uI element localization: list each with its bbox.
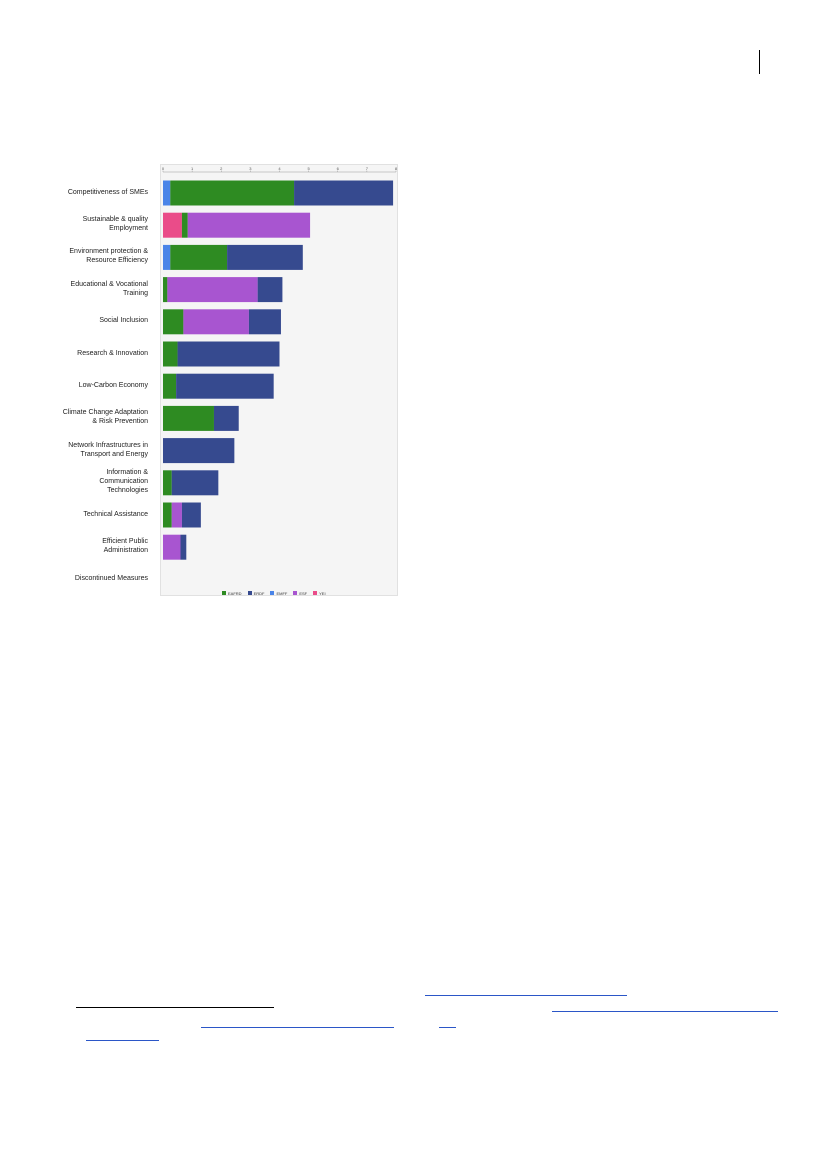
bar-emff [163, 244, 171, 270]
category-label: Efficient Public Administration [102, 538, 148, 555]
bar-emff [163, 180, 171, 206]
category-label: Low-Carbon Economy [78, 381, 148, 389]
legend-item: ESF [293, 591, 307, 596]
bar-erdf [180, 534, 187, 560]
legend-label: YEI [319, 590, 326, 596]
page-header-mark [759, 50, 760, 74]
bar-esf [171, 502, 182, 528]
category-label: Network Infrastructures in Transport and… [68, 441, 148, 458]
category-label: Competitiveness of SMEs [67, 188, 148, 196]
footnote-link[interactable] [552, 1011, 778, 1012]
category-label: Social Inclusion [99, 317, 148, 325]
legend-item: ERDF [247, 590, 265, 596]
bar-eafrd [163, 341, 178, 367]
bar-eafrd [163, 405, 214, 431]
bar-esf [183, 309, 249, 335]
bar-eafrd [170, 244, 228, 270]
legend-label: ERDF [253, 590, 265, 596]
bar-eafrd [181, 212, 188, 238]
bar-erdf [227, 244, 303, 270]
bar-eafrd [163, 470, 172, 496]
legend-item: EAFRD [222, 591, 242, 596]
legend-item: YEI [313, 590, 326, 596]
bar-erdf [213, 405, 239, 431]
legend-swatch [270, 591, 275, 595]
x-tick-label: 5 [308, 166, 311, 171]
category-label: Discontinued Measures [74, 574, 148, 582]
legend-swatch [313, 591, 318, 595]
legend-item: EMFF [270, 591, 287, 596]
x-tick-label: 3 [249, 166, 252, 171]
legend-label: EAFRD [228, 590, 242, 596]
bar-erdf [181, 502, 201, 528]
legend-swatch [247, 591, 252, 595]
bar-erdf [294, 180, 394, 206]
chart-frame: 0 1 2 3 4 5 6 7 8 [160, 164, 398, 596]
bar-erdf [171, 470, 219, 496]
stacked-bar-chart: 0 1 2 3 4 5 6 7 8 [162, 166, 398, 560]
footnote-link[interactable] [439, 1027, 456, 1028]
category-label: Research & Innovation [77, 349, 148, 357]
bar-erdf [177, 341, 280, 367]
footnote-link[interactable] [425, 995, 627, 996]
bar-yei [163, 212, 182, 238]
bar-eafrd [163, 502, 172, 528]
bar-esf [187, 212, 311, 238]
bar-eafrd [163, 309, 184, 335]
x-tick-label: 8 [395, 166, 398, 171]
bar-eafrd [170, 180, 295, 206]
legend-label: ESF [299, 590, 308, 596]
x-tick-label: 6 [337, 166, 340, 171]
legend-label: EMFF [276, 590, 288, 596]
category-label: Environment protection & Resource Effici… [69, 248, 148, 265]
category-label: Information & Communication Technologies [99, 469, 148, 495]
x-tick-label: 2 [220, 166, 223, 171]
bar-erdf [176, 373, 274, 399]
category-label: Sustainable & quality Employment [82, 216, 148, 233]
category-label: Educational & Vocational Training [70, 280, 148, 297]
bar-esf [163, 534, 181, 560]
footnote-separator [76, 1007, 274, 1008]
bar-eafrd [163, 277, 168, 303]
bar-esf [167, 277, 258, 303]
legend-swatch [222, 591, 226, 595]
legend-swatch [293, 591, 298, 595]
x-tick-label: 0 [162, 166, 165, 171]
bar-erdf [257, 277, 283, 303]
footnote-link[interactable] [201, 1027, 394, 1028]
bar-erdf [248, 309, 281, 335]
x-tick-label: 4 [278, 166, 281, 171]
chart-legend: EAFRD ERDF EMFF ESF YEI [222, 589, 326, 597]
category-label: Climate Change Adaptation & Risk Prevent… [62, 409, 148, 426]
x-tick-label: 1 [191, 166, 194, 171]
bar-eafrd [163, 373, 177, 399]
bar-erdf [163, 438, 235, 464]
x-tick-label: 7 [366, 166, 369, 171]
footnote-link[interactable] [86, 1040, 159, 1041]
category-label: Technical Assistance [83, 510, 148, 518]
